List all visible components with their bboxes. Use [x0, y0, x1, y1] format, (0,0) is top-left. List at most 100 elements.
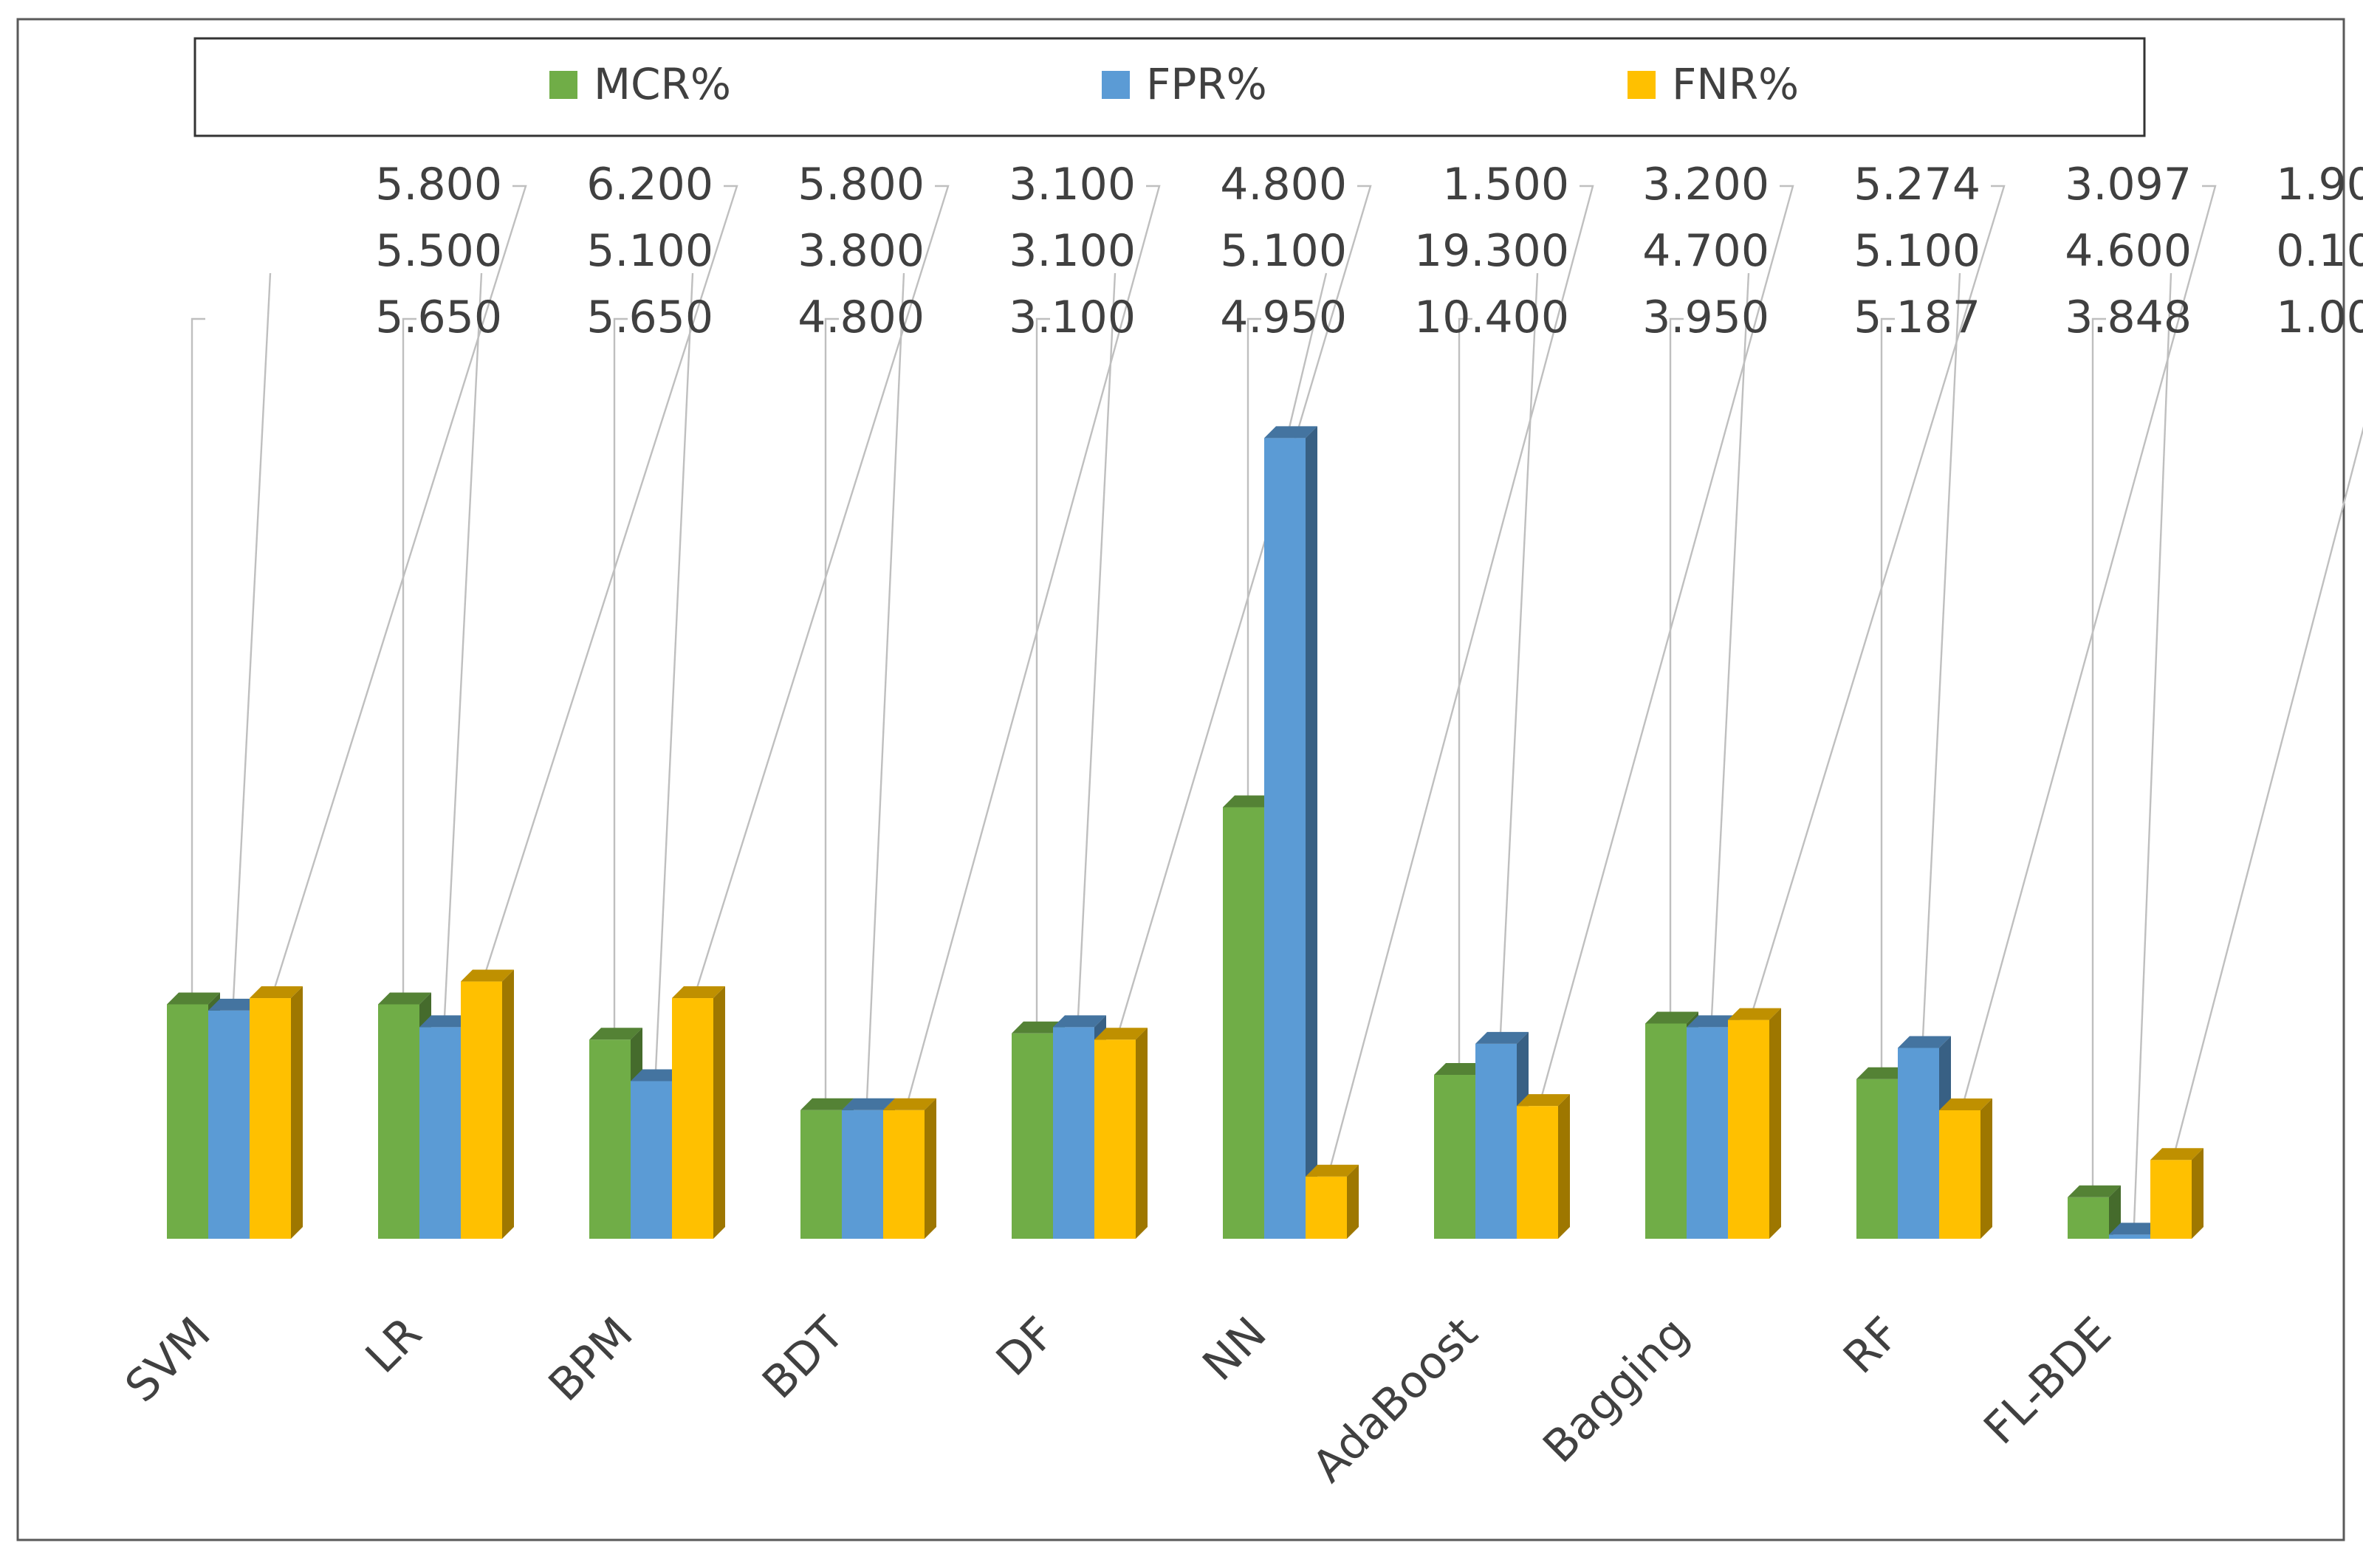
- bar-side-fl-bde-mcr: [2109, 1185, 2121, 1239]
- bar-top-lr-fpr: [419, 1015, 473, 1028]
- bar-top-rf-fpr: [1898, 1036, 1951, 1048]
- bar-top-bpm-fpr: [631, 1069, 684, 1082]
- bar-top-bdt-mcr: [800, 1098, 854, 1110]
- bar-top-svm-fnr: [250, 986, 303, 999]
- leader-line-nn-fnr: [1329, 185, 1594, 1167]
- data-label-fl-bde-fnr: 1.900: [2276, 159, 2363, 210]
- bar-top-adaboost-fnr: [1517, 1094, 1570, 1107]
- legend-swatch-fpr: [1102, 71, 1130, 99]
- bar-rf-fpr: [1898, 1048, 1939, 1239]
- leader-line-df-mcr: [1035, 317, 1050, 1023]
- leader-line-bpm-fpr: [654, 272, 694, 1071]
- bar-top-rf-fnr: [1939, 1098, 1992, 1110]
- bar-df-mcr: [1012, 1033, 1053, 1239]
- bar-adaboost-mcr: [1434, 1075, 1475, 1239]
- bar-top-svm-mcr: [167, 992, 220, 1005]
- bar-svm-mcr: [167, 1004, 208, 1239]
- leader-line-bpm-mcr: [613, 317, 628, 1030]
- data-label-adaboost-fnr: 3.200: [1642, 159, 1769, 210]
- leader-line-bagging-fpr: [1710, 272, 1750, 1017]
- bar-top-adaboost-mcr: [1434, 1063, 1487, 1076]
- chart-frame: [16, 18, 2345, 1541]
- bar-top-bpm-mcr: [589, 1028, 642, 1040]
- data-label-bdt-fpr: 3.100: [1009, 225, 1136, 277]
- bar-rf-fnr: [1939, 1110, 1980, 1239]
- legend-label-mcr: MCR%: [594, 59, 731, 109]
- bar-top-fl-bde-fnr: [2150, 1148, 2203, 1160]
- leader-line-df-fnr: [1118, 185, 1372, 1030]
- bar-top-bagging-fpr: [1687, 1015, 1740, 1028]
- data-label-rf-mcr: 3.848: [2065, 292, 2192, 343]
- leader-line-bdt-fpr: [865, 272, 905, 1100]
- bar-side-rf-fnr: [1980, 1098, 1992, 1239]
- data-label-fl-bde-mcr: 1.000: [2276, 292, 2363, 343]
- leader-line-bdt-mcr: [824, 317, 839, 1100]
- bar-top-svm-fpr: [208, 998, 261, 1011]
- leader-line-lr-fpr: [443, 272, 483, 1017]
- bar-adaboost-fpr: [1475, 1043, 1517, 1239]
- data-label-lr-fnr: 6.200: [586, 159, 713, 210]
- bar-side-lr-fnr: [502, 969, 514, 1239]
- leader-line-bpm-fnr: [696, 185, 950, 988]
- leader-line-df-fpr: [1077, 272, 1117, 1017]
- legend-swatch-mcr: [549, 71, 577, 99]
- leader-line-lr-fnr: [484, 185, 738, 972]
- bar-side-nn-fnr: [1347, 1164, 1359, 1239]
- data-labels: 5.650 5.500 5.800 5.650 5.100 6.200 4.800 3.800…: [375, 159, 2363, 343]
- bar-top-rf-mcr: [1856, 1067, 1910, 1079]
- bar-adaboost-fnr: [1517, 1106, 1558, 1239]
- bar-top-nn-fnr: [1306, 1164, 1359, 1177]
- leader-line-rf-fnr: [1963, 185, 2217, 1101]
- bar-side-bagging-fnr: [1769, 1008, 1781, 1239]
- bar-df-fnr: [1094, 1039, 1136, 1239]
- bar-side-svm-fnr: [291, 986, 303, 1239]
- leader-line-adaboost-fpr: [1499, 272, 1539, 1034]
- data-label-bdt-fnr: 3.100: [1009, 159, 1136, 210]
- data-label-rf-fpr: 4.600: [2065, 225, 2192, 277]
- legend-box: [193, 37, 2146, 137]
- data-label-bpm-fnr: 5.800: [798, 159, 925, 210]
- data-label-df-fnr: 4.800: [1220, 159, 1347, 210]
- bar-top-bdt-fnr: [883, 1098, 936, 1110]
- data-label-svm-fnr: 5.800: [375, 159, 502, 210]
- bar-top-bdt-fpr: [842, 1098, 895, 1110]
- legend-label-fnr: FNR%: [1672, 59, 1799, 109]
- bar-side-fl-bde-fnr: [2192, 1148, 2203, 1239]
- bar-fl-bde-mcr: [2068, 1197, 2109, 1239]
- bar-top-bagging-mcr: [1645, 1011, 1698, 1024]
- bars: [167, 426, 2203, 1239]
- leader-line-adaboost-mcr: [1458, 317, 1472, 1065]
- leader-line-fl-bde-fpr: [2133, 272, 2172, 1225]
- bar-lr-mcr: [378, 1004, 419, 1239]
- bar-fl-bde-fnr: [2150, 1160, 2192, 1239]
- data-label-bagging-mcr: 5.187: [1853, 292, 1980, 343]
- data-label-rf-fnr: 3.097: [2065, 159, 2192, 210]
- legend-label-fpr: FPR%: [1146, 59, 1267, 109]
- bar-bdt-mcr: [800, 1110, 842, 1239]
- leader-line-svm-mcr: [191, 317, 205, 994]
- leader-line-nn-fpr: [1288, 272, 1328, 428]
- leader-line-bagging-fnr: [1752, 185, 2006, 1010]
- bar-bpm-mcr: [589, 1039, 631, 1239]
- bar-fl-bde-fpr: [2109, 1234, 2150, 1239]
- data-label-df-mcr: 4.950: [1220, 292, 1347, 343]
- bar-rf-mcr: [1856, 1079, 1898, 1239]
- data-label-bdt-mcr: 3.100: [1009, 292, 1136, 343]
- data-label-lr-fpr: 5.100: [586, 225, 713, 277]
- leader-line-adaboost-fnr: [1540, 185, 1794, 1096]
- bar-top-nn-mcr: [1223, 795, 1276, 808]
- leader-line-svm-fnr: [273, 185, 527, 988]
- data-label-nn-fpr: 19.300: [1414, 225, 1569, 277]
- data-label-adaboost-fpr: 4.700: [1642, 225, 1769, 277]
- bar-top-df-mcr: [1012, 1021, 1065, 1034]
- bar-svm-fnr: [250, 998, 291, 1239]
- bar-side-nn-fpr: [1306, 426, 1317, 1239]
- leader-line-fl-bde-mcr: [2091, 317, 2106, 1187]
- leader-line-bdt-fnr: [907, 185, 1161, 1101]
- bar-side-adaboost-fnr: [1558, 1094, 1570, 1239]
- leader-line-bagging-mcr: [1669, 317, 1684, 1014]
- leader-line-lr-mcr: [402, 317, 416, 994]
- data-label-nn-mcr: 10.400: [1414, 292, 1569, 343]
- data-label-df-fpr: 5.100: [1220, 225, 1347, 277]
- bar-bagging-fpr: [1687, 1027, 1728, 1239]
